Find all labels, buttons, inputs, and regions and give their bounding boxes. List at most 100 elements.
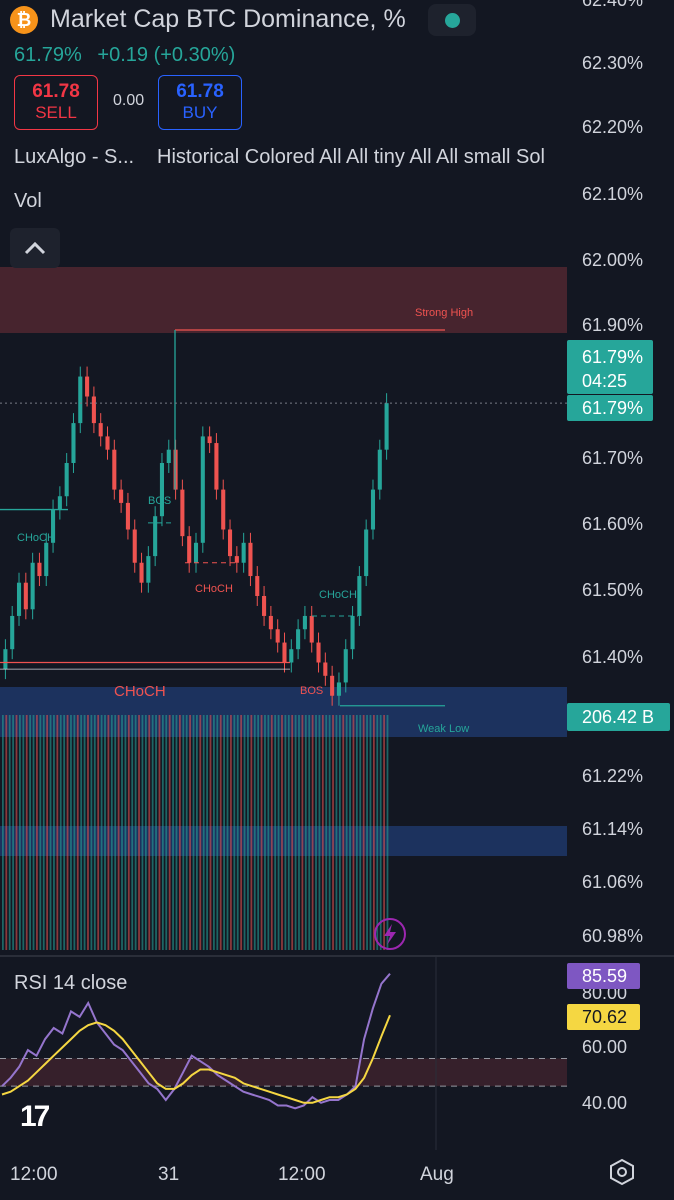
volume-bar: [213, 715, 215, 950]
settings-hex-icon[interactable]: [608, 1158, 636, 1186]
candle-body: [336, 682, 341, 696]
volume-bar: [209, 715, 212, 950]
volume-bar: [134, 715, 137, 950]
volume-bar: [63, 715, 66, 950]
volume-bar: [233, 715, 236, 950]
candle-body: [51, 509, 56, 543]
chart-header: ₿ Market Cap BTC Dominance, % 61.79% +0.…: [0, 0, 674, 240]
volume-bar: [189, 715, 191, 950]
candle-body: [23, 582, 28, 610]
volume-bar: [29, 715, 32, 950]
candle-body: [57, 496, 62, 510]
volume-bar: [267, 715, 270, 950]
volume-bar: [206, 715, 208, 950]
rsi-legend[interactable]: RSI 14 close: [14, 972, 128, 994]
candle-body: [146, 556, 151, 583]
volume-bar: [76, 715, 79, 950]
volume-bar: [308, 715, 311, 950]
candle-body: [241, 542, 246, 563]
candle-body: [357, 576, 362, 616]
buy-label: BUY: [182, 103, 218, 122]
volume-legend[interactable]: Vol: [14, 190, 42, 212]
volume-bar: [42, 715, 45, 950]
candle-body: [255, 576, 260, 596]
volume-bar: [298, 715, 300, 950]
candle-body: [30, 562, 35, 610]
volume-bar: [182, 715, 185, 950]
x-axis-label: 31: [158, 1164, 179, 1185]
candle-body: [350, 615, 355, 650]
lightning-bolt-icon: [384, 924, 396, 945]
indicator-luxalgo[interactable]: LuxAlgo - S...: [14, 146, 135, 168]
candle-body: [125, 502, 130, 530]
price-tick-label: 61.50%: [582, 580, 643, 600]
volume-bar: [90, 715, 93, 950]
buy-button[interactable]: 61.78 BUY: [158, 75, 242, 130]
volume-bar: [264, 715, 266, 950]
volume-bar: [304, 715, 307, 950]
price-tick-label: 62.20%: [582, 117, 643, 137]
sell-button[interactable]: 61.78 SELL: [14, 75, 98, 130]
volume-bar: [369, 715, 372, 950]
volume-bar: [349, 715, 351, 950]
symbol-title[interactable]: Market Cap BTC Dominance, %: [50, 5, 406, 33]
volume-bar: [19, 715, 21, 950]
candle-body: [268, 615, 273, 630]
volume-bar: [270, 715, 273, 950]
indicator-legend[interactable]: LuxAlgo - S... Historical Colored All Al…: [14, 146, 562, 169]
volume-bar: [165, 715, 168, 950]
volume-bar: [250, 715, 253, 950]
buy-price: 61.78: [176, 81, 224, 102]
volume-bar: [2, 715, 4, 950]
indicator-historical[interactable]: Historical Colored All All tiny All All …: [157, 146, 545, 168]
volume-bar: [338, 715, 341, 950]
volume-bar: [110, 715, 113, 950]
volume-bar: [114, 715, 117, 950]
volume-bar: [243, 715, 246, 950]
rsi-value: 85.59: [582, 966, 627, 986]
x-axis-label: 12:00: [10, 1164, 58, 1185]
volume-bar: [199, 715, 202, 950]
volume-bar: [49, 715, 52, 950]
candle-body: [37, 562, 42, 577]
volume-bar: [315, 715, 317, 950]
candle-body: [234, 556, 239, 563]
price-tick-label: 62.10%: [582, 184, 643, 204]
volume-bar: [66, 715, 69, 950]
spread-value: 0.00: [113, 92, 145, 109]
market-status-icon[interactable]: [428, 4, 476, 36]
volume-bar: [56, 715, 59, 950]
volume-bar: [240, 715, 243, 950]
volume-bar: [352, 715, 355, 950]
collapse-legend-button[interactable]: [10, 228, 60, 268]
candle-body: [132, 529, 137, 563]
candle-body: [296, 629, 301, 650]
volume-bar: [277, 715, 280, 950]
lightning-icon: [374, 918, 406, 950]
volume-bar: [379, 715, 382, 950]
volume-bar: [46, 715, 49, 950]
volume-bar: [36, 715, 38, 950]
volume-bar: [202, 715, 205, 950]
structure-label: Strong High: [415, 307, 473, 319]
volume-bar: [362, 715, 365, 950]
price-tick-label: 62.00%: [582, 250, 643, 270]
volume-bar: [93, 715, 96, 950]
volume-bar: [247, 715, 249, 950]
volume-bar: [376, 715, 379, 950]
volume-bar: [12, 715, 14, 950]
volume-bar: [291, 715, 294, 950]
volume-bar: [236, 715, 239, 950]
structure-label: CHoCH: [195, 583, 233, 595]
candle-body: [323, 662, 328, 676]
candle-body: [98, 423, 103, 437]
volume-bar: [59, 715, 62, 950]
candle-body: [275, 629, 280, 643]
volume-bar: [100, 715, 103, 950]
volume-bar: [257, 715, 260, 950]
rsi-tick-label: 60.00: [582, 1037, 627, 1057]
candle-body: [91, 396, 96, 424]
price-tick-label: 61.70%: [582, 448, 643, 468]
candle-body: [316, 642, 321, 663]
